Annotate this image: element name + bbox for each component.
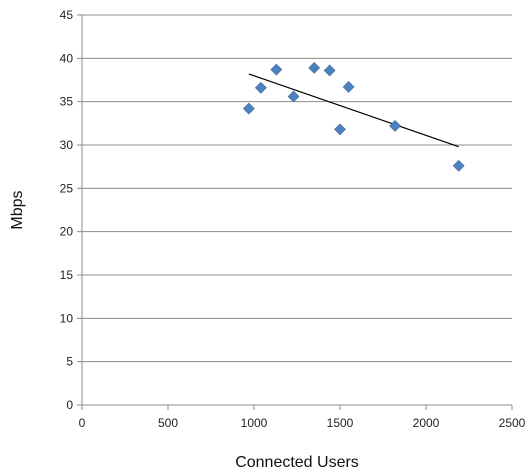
- x-axis-title: Connected Users: [235, 454, 359, 471]
- x-tick-label: 0: [79, 416, 86, 430]
- trendline-group: [248, 73, 459, 148]
- y-tick-label: 45: [60, 8, 74, 22]
- y-tick-label: 20: [60, 225, 74, 239]
- data-point: [389, 120, 401, 132]
- y-tick-label: 40: [60, 51, 74, 65]
- data-points: [242, 61, 465, 172]
- data-point: [342, 81, 355, 93]
- trendline: [248, 73, 459, 148]
- x-tick-labels: 0 500 1000 1500 2000 2500: [79, 416, 526, 430]
- x-tick-label: 2000: [413, 416, 440, 430]
- data-point: [242, 102, 255, 115]
- data-point: [270, 63, 283, 76]
- x-tick-label: 1500: [327, 416, 354, 430]
- y-tick-label: 10: [60, 311, 74, 325]
- data-point: [287, 90, 300, 103]
- y-tick-label: 0: [66, 398, 73, 412]
- data-point: [452, 159, 465, 172]
- grid-lines: [82, 14, 512, 363]
- y-tick-label: 30: [60, 138, 74, 152]
- y-tick-label: 35: [60, 95, 74, 109]
- y-tick-labels: 0 5 10 15 20 25 30 35 40 45: [60, 8, 74, 412]
- y-tick-label: 15: [60, 268, 74, 282]
- y-axis-title: Mbps: [9, 190, 26, 229]
- data-point: [254, 81, 267, 94]
- y-tick-label: 25: [60, 181, 74, 195]
- x-tick-label: 1000: [241, 416, 268, 430]
- data-point: [308, 61, 321, 74]
- data-point: [323, 64, 336, 77]
- axes: [77, 14, 513, 410]
- data-point: [334, 123, 346, 136]
- x-tick-label: 2500: [499, 416, 526, 430]
- y-tick-label: 5: [66, 355, 73, 369]
- x-tick-label: 500: [158, 416, 178, 430]
